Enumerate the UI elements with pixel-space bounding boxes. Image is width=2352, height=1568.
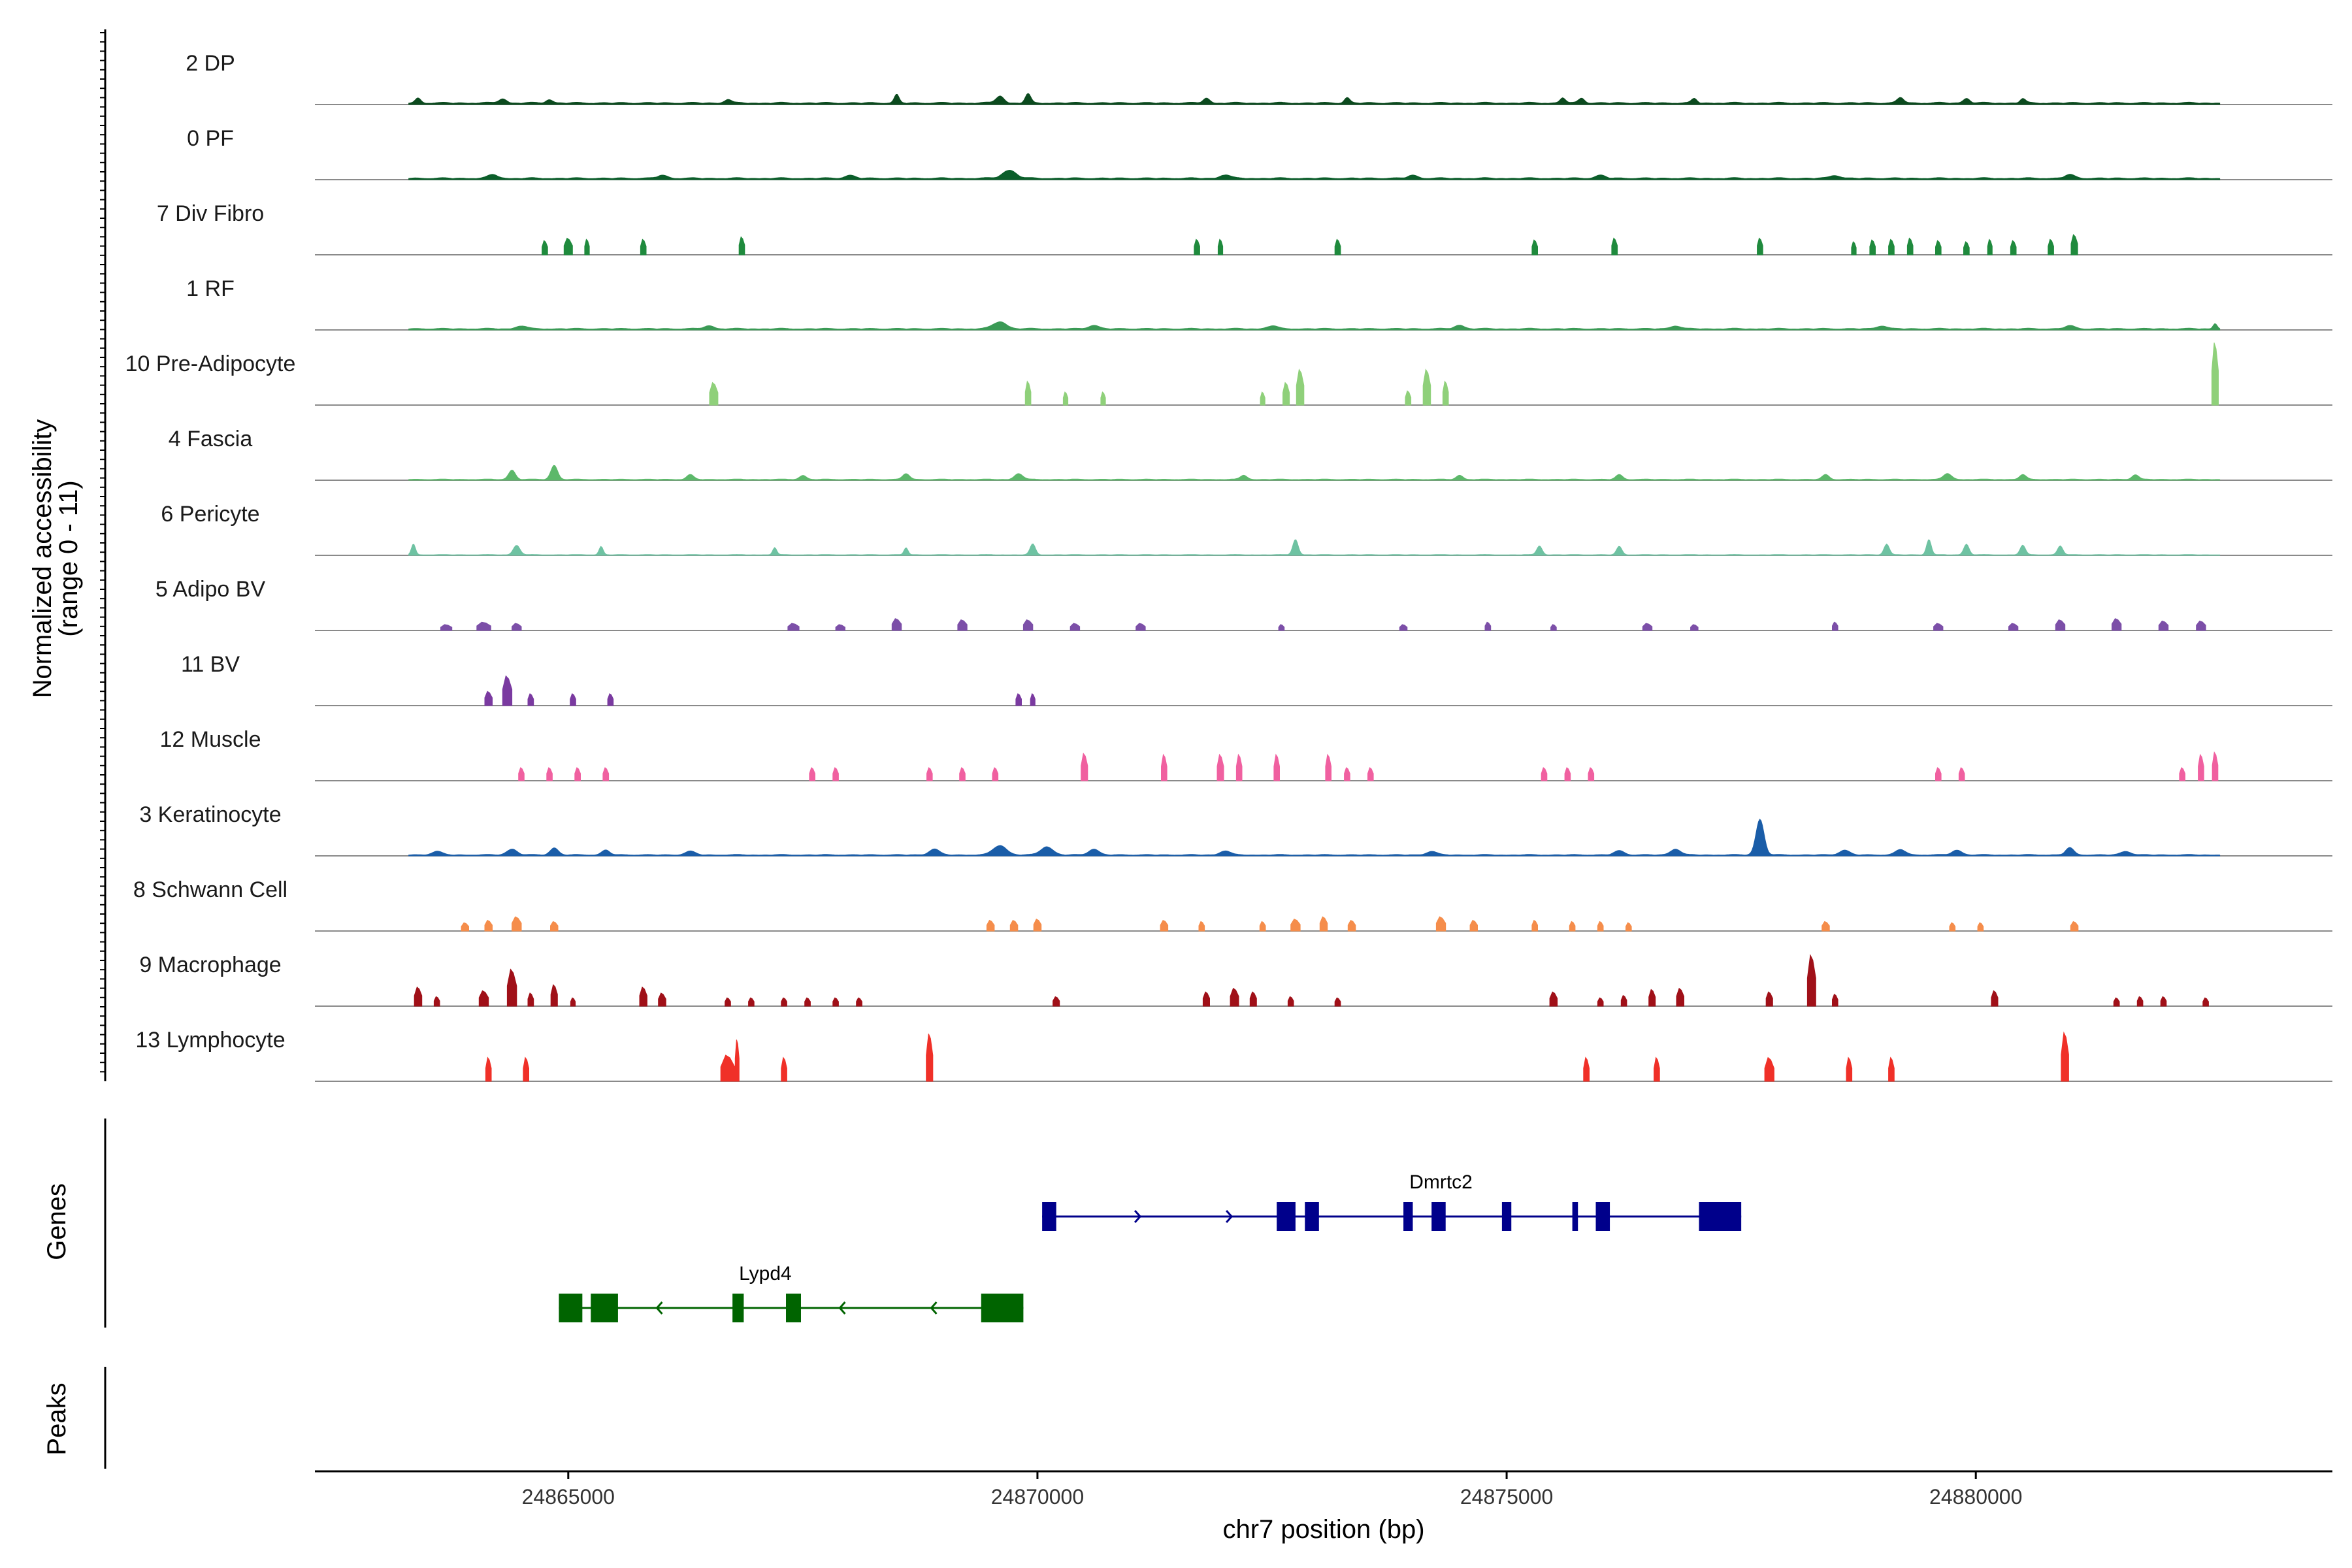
gene-exon bbox=[786, 1294, 801, 1322]
gene-exon bbox=[1431, 1202, 1446, 1231]
gene-models: Dmrtc2 Lypd4 bbox=[559, 1171, 1742, 1322]
track-coverage bbox=[408, 321, 2221, 331]
track-coverage bbox=[440, 618, 2206, 631]
track-coverage bbox=[408, 169, 2221, 180]
track-coverage bbox=[518, 751, 2219, 781]
track-label: 0 PF bbox=[187, 126, 234, 151]
track-labels: 2 DP 0 PF 7 Div Fibro 1 RF 10 Pre-Adipocyte 4… bbox=[125, 51, 296, 1053]
gene-exon bbox=[1042, 1202, 1056, 1231]
gene-strand-arrow bbox=[838, 1301, 846, 1315]
track-coverage bbox=[461, 916, 2079, 932]
track-coverage bbox=[408, 539, 2221, 556]
track-label: 8 Schwann Cell bbox=[133, 877, 287, 902]
track-coverage-areas bbox=[408, 93, 2221, 1082]
track-coverage bbox=[484, 675, 1036, 706]
track-coverage bbox=[408, 465, 2221, 481]
x-axis-title: chr7 position (bp) bbox=[1222, 1515, 1424, 1544]
track-coverage bbox=[408, 93, 2221, 105]
gene-exon bbox=[1501, 1202, 1512, 1231]
track-label: 7 Div Fibro bbox=[157, 201, 264, 226]
track-coverage bbox=[414, 954, 2209, 1007]
gene-strand-arrow bbox=[655, 1301, 663, 1315]
gene-exon bbox=[591, 1294, 618, 1322]
x-axis-tick-label: 24880000 bbox=[1929, 1485, 2022, 1509]
gene-exon bbox=[1699, 1202, 1742, 1231]
x-axis-tick-label: 24875000 bbox=[1460, 1485, 1553, 1509]
track-label: 4 Fascia bbox=[169, 427, 253, 451]
track-coverage bbox=[709, 342, 2219, 406]
genes-panel-label: Genes bbox=[42, 1183, 71, 1260]
gene-exon bbox=[732, 1294, 744, 1322]
track-label: 9 Macrophage bbox=[139, 953, 281, 977]
track-baselines bbox=[315, 104, 2332, 1082]
gene-strand-arrow bbox=[1134, 1210, 1142, 1223]
track-label: 1 RF bbox=[186, 276, 235, 301]
track-coverage bbox=[408, 819, 2221, 857]
gene-exon bbox=[1305, 1202, 1319, 1231]
track-label: 5 Adipo BV bbox=[155, 577, 266, 602]
track-label: 13 Lymphocyte bbox=[135, 1028, 285, 1053]
gene-strand-arrow bbox=[930, 1301, 938, 1315]
track-coverage bbox=[542, 234, 2078, 255]
gene-exon bbox=[1277, 1202, 1296, 1231]
track-label: 12 Muscle bbox=[160, 727, 261, 752]
x-axis-tick-label: 24865000 bbox=[522, 1485, 615, 1509]
peaks-panel-label: Peaks bbox=[42, 1382, 71, 1455]
gene-exon bbox=[1595, 1202, 1610, 1231]
y-axis-title-line1: Normalized accessibility bbox=[28, 419, 57, 698]
y-axis-title-line2: (range 0 - 11) bbox=[54, 480, 83, 636]
gene-exon bbox=[981, 1294, 1024, 1322]
track-coverage bbox=[485, 1031, 2069, 1082]
track-label: 3 Keratinocyte bbox=[139, 802, 281, 827]
track-label: 2 DP bbox=[186, 51, 235, 76]
gene-strand-arrow bbox=[1225, 1210, 1233, 1223]
gene-exon bbox=[1403, 1202, 1413, 1231]
x-axis-tick-label: 24870000 bbox=[991, 1485, 1084, 1509]
gene-label: Lypd4 bbox=[739, 1263, 792, 1284]
track-label: 6 Pericyte bbox=[161, 502, 259, 527]
coverage-y-axis-ticks bbox=[100, 32, 105, 1073]
track-label: 11 BV bbox=[181, 652, 240, 677]
gene-label: Dmrtc2 bbox=[1409, 1171, 1473, 1193]
gene-exon bbox=[559, 1294, 583, 1322]
track-label: 10 Pre-Adipocyte bbox=[125, 351, 296, 376]
x-axis-ticks: 24865000 24870000 24875000 24880000 bbox=[522, 1471, 2022, 1509]
gene-exon bbox=[1572, 1202, 1578, 1231]
